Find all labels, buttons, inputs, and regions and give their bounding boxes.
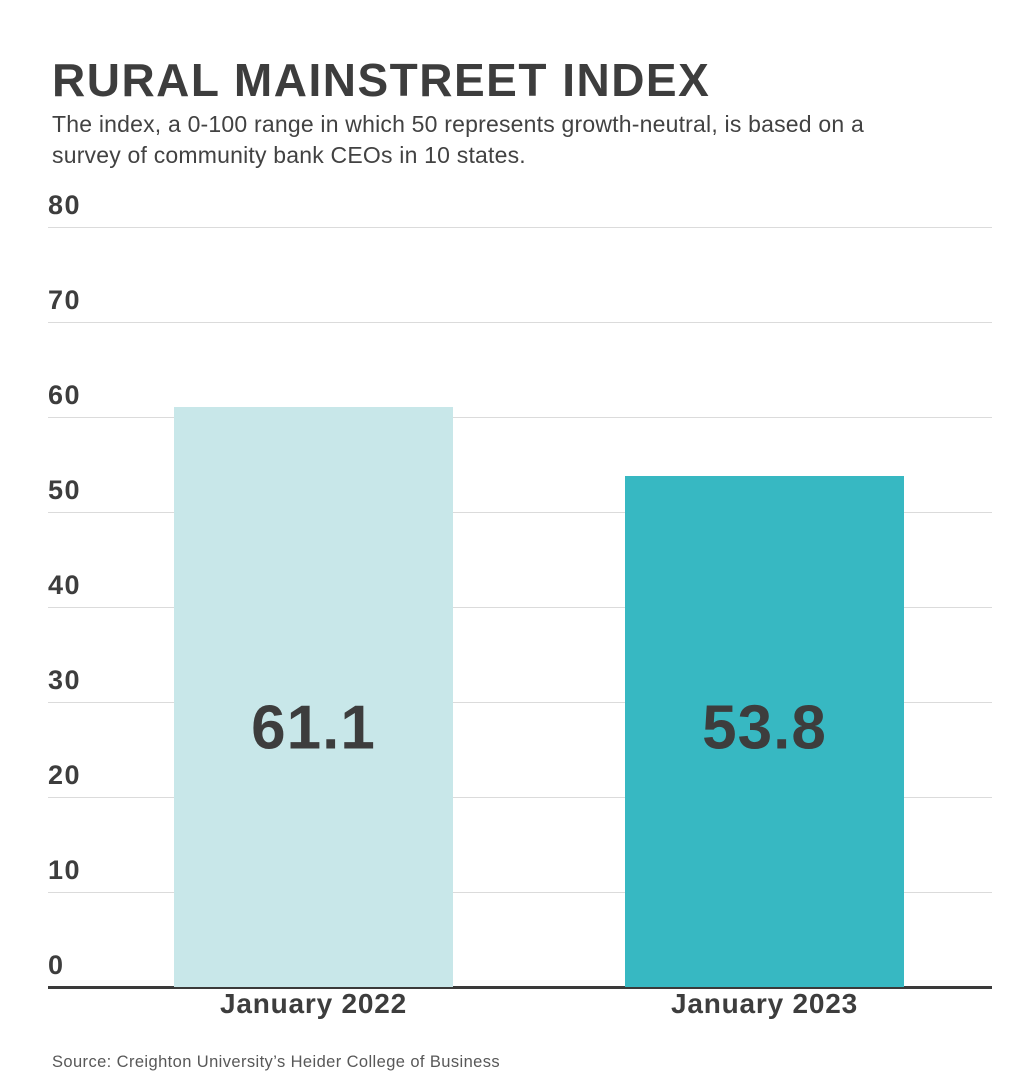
x-axis-baseline: [48, 986, 992, 989]
chart-subtitle: The index, a 0-100 range in which 50 rep…: [52, 111, 864, 168]
gridline: [48, 417, 992, 418]
gridline: [48, 322, 992, 323]
gridline: [48, 702, 992, 703]
y-tick-label: 20: [48, 760, 82, 790]
gridline: [48, 892, 992, 893]
y-tick-label: 60: [48, 380, 82, 410]
bar-value-label: 53.8: [702, 693, 827, 763]
y-tick-label: 80: [48, 190, 82, 220]
y-tick-label: 50: [48, 475, 82, 505]
bar-january-2023: [625, 475, 904, 987]
gridline: [48, 512, 992, 513]
chart-title: RURAL MAINSTREET INDEX: [52, 53, 711, 106]
x-axis-category-label: January 2022: [219, 988, 408, 1019]
bar-value-label: 61.1: [251, 693, 376, 763]
bar-january-2022: [174, 406, 453, 987]
x-axis-category-label: January 2023: [670, 988, 859, 1019]
y-tick-label: 10: [48, 855, 82, 885]
y-tick-label: 40: [48, 570, 82, 600]
source-note: Source: Creighton University’s Heider Co…: [52, 1052, 501, 1071]
gridline: [48, 227, 992, 228]
gridline: [48, 797, 992, 798]
gridline: [48, 607, 992, 608]
y-tick-label: 70: [48, 285, 82, 315]
y-tick-label: 0: [48, 950, 65, 980]
y-tick-label: 30: [48, 665, 82, 695]
